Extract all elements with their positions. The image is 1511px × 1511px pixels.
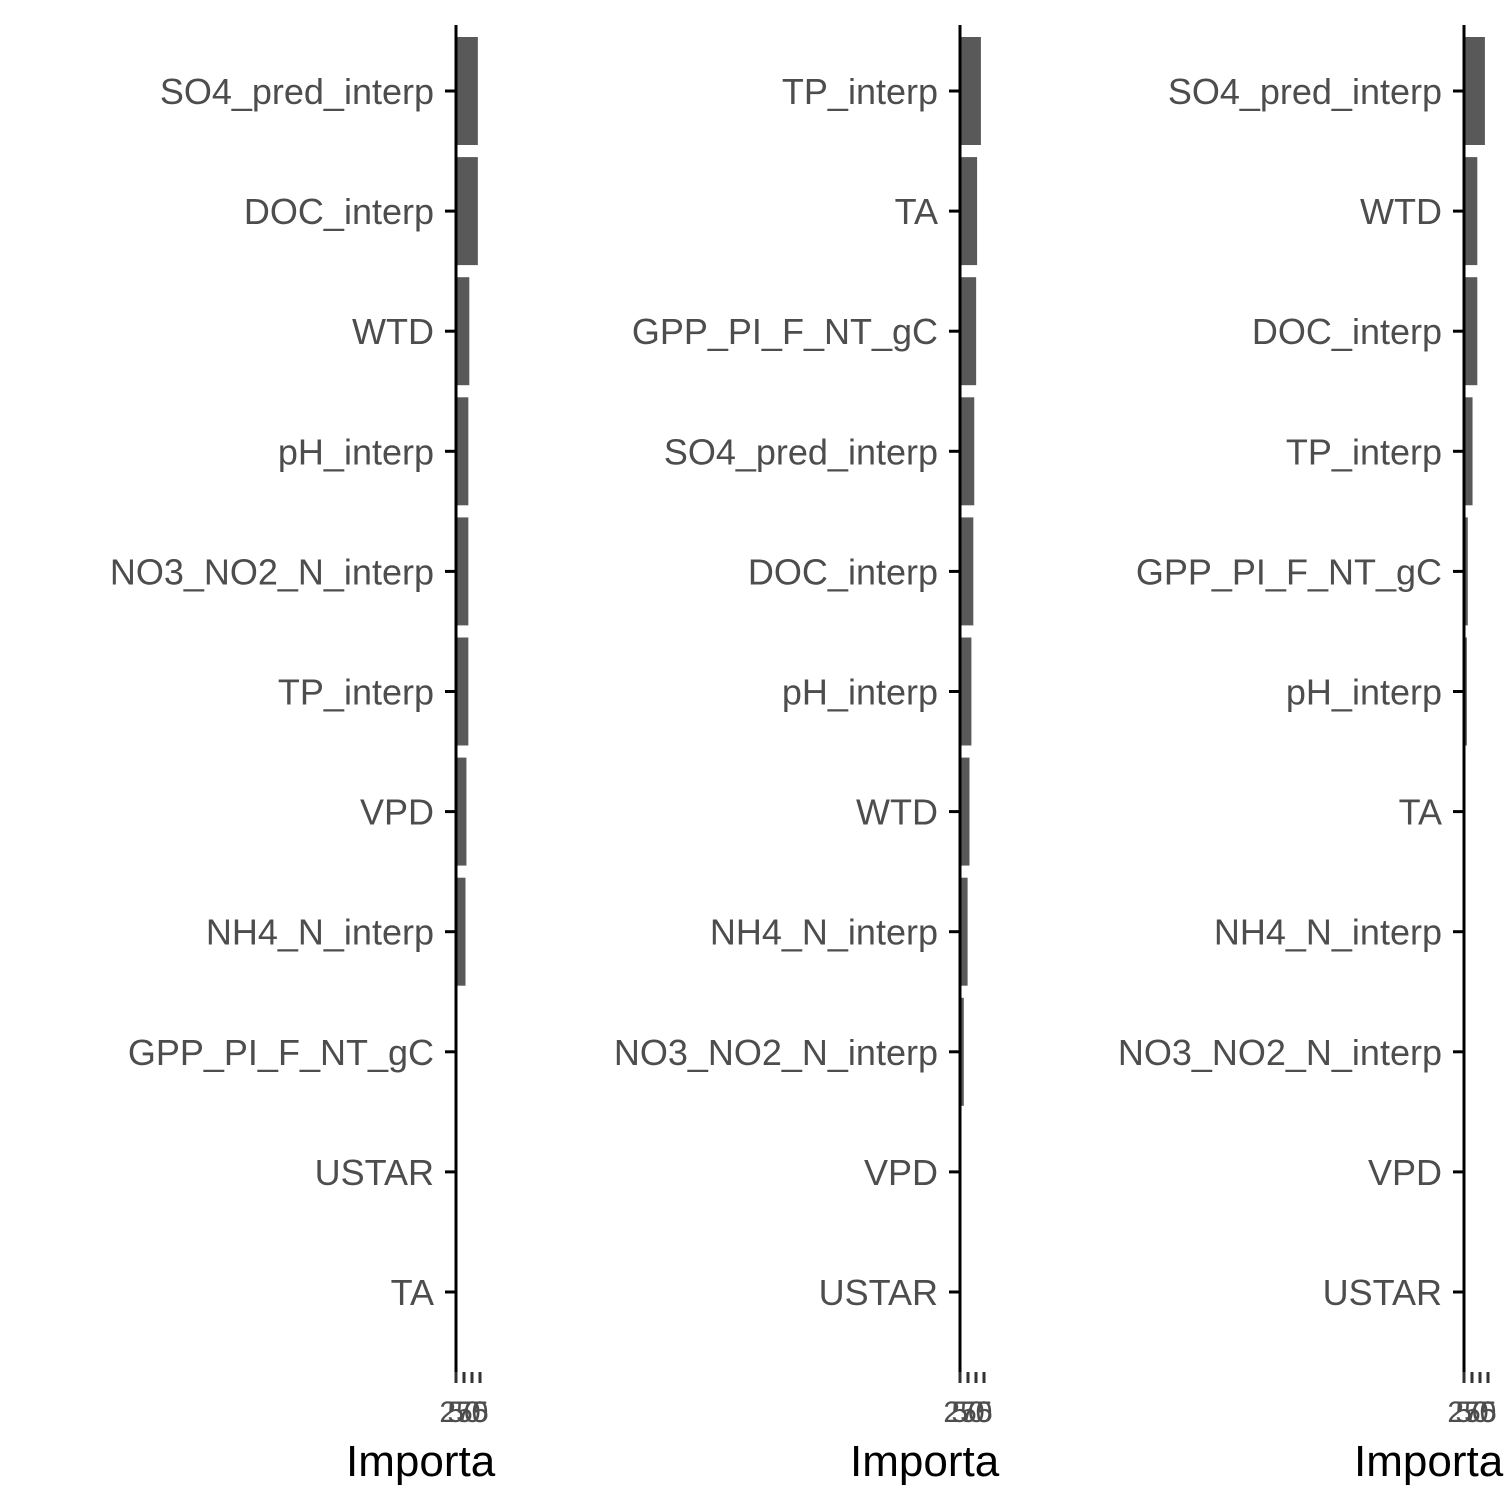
chart-panel-3: SO4_pred_interp WTD DOC_interp TP_interp GPP… — [1118, 25, 1504, 1486]
category-label: USTAR — [819, 1272, 938, 1313]
category-label: SO4_pred_interp — [160, 71, 434, 112]
x-tick-label: 75 — [959, 1396, 992, 1429]
category-label: pH_interp — [1286, 672, 1442, 713]
category-label: WTD — [1360, 191, 1442, 232]
category-label: DOC_interp — [244, 191, 434, 232]
category-label: NO3_NO2_N_interp — [614, 1032, 938, 1073]
category-label: GPP_PI_F_NT_gC — [128, 1032, 434, 1073]
bar-DOC_interp — [960, 517, 974, 626]
x-tick-label: 0 — [1480, 1396, 1497, 1429]
x-tick-label: 50 — [447, 1396, 480, 1429]
category-label: NH4_N_interp — [206, 912, 434, 953]
category-label: WTD — [352, 311, 434, 352]
bar-NO3_NO2_N_interp — [960, 997, 964, 1106]
category-label: VPD — [1368, 1152, 1442, 1193]
bar-pH_interp — [456, 397, 469, 506]
category-label: NO3_NO2_N_interp — [1118, 1032, 1442, 1073]
bar-SO4_pred_interp — [1464, 37, 1485, 145]
category-label: NO3_NO2_N_interp — [110, 551, 434, 592]
x-tick-label: 0 — [976, 1396, 993, 1429]
category-label: TA — [391, 1272, 434, 1313]
x-tick-label: 25 — [943, 1396, 976, 1429]
bar-SO4_pred_interp — [456, 37, 478, 145]
category-label: TA — [895, 191, 938, 232]
bar-GPP_PI_F_NT_gC — [960, 277, 977, 386]
bar-TP_interp — [456, 637, 469, 746]
chart-panel-1: SO4_pred_interp DOC_interp WTD pH_interp NO3… — [110, 25, 496, 1486]
category-label: DOC_interp — [1252, 311, 1442, 352]
bar-WTD — [456, 277, 470, 386]
x-tick-label: 50 — [951, 1396, 984, 1429]
category-label: pH_interp — [782, 672, 938, 713]
bar-WTD — [960, 757, 970, 866]
x-axis-title: Importa — [850, 1437, 1000, 1486]
category-label: NH4_N_interp — [1214, 912, 1442, 953]
category-label: GPP_PI_F_NT_gC — [1136, 551, 1442, 592]
category-label: GPP_PI_F_NT_gC — [632, 311, 938, 352]
bar-WTD — [1464, 157, 1478, 266]
x-tick-label: 75 — [1463, 1396, 1496, 1429]
bar-TP_interp — [1464, 397, 1473, 506]
category-label: VPD — [360, 792, 434, 833]
x-axis-title: Importa — [1354, 1437, 1504, 1486]
bar-DOC_interp — [456, 157, 478, 266]
category-label: VPD — [864, 1152, 938, 1193]
category-label: TP_interp — [782, 71, 938, 112]
x-tick-label: 75 — [455, 1396, 488, 1429]
bar-VPD — [456, 757, 467, 866]
category-label: DOC_interp — [748, 551, 938, 592]
x-tick-label: 50 — [1455, 1396, 1488, 1429]
category-label: NH4_N_interp — [710, 912, 938, 953]
category-label: WTD — [856, 792, 938, 833]
bar-TP_interp — [960, 37, 981, 145]
bar-GPP_PI_F_NT_gC — [1464, 517, 1468, 626]
bar-SO4_pred_interp — [960, 397, 975, 506]
category-label: USTAR — [1323, 1272, 1442, 1313]
category-label: TP_interp — [278, 672, 434, 713]
bar-TA — [960, 157, 978, 266]
category-label: SO4_pred_interp — [664, 431, 938, 472]
x-tick-label: 0 — [472, 1396, 489, 1429]
x-tick-label: 25 — [439, 1396, 472, 1429]
category-label: TA — [1399, 792, 1442, 833]
bar-pH_interp — [960, 637, 972, 746]
category-label: pH_interp — [278, 431, 434, 472]
bar-NH4_N_interp — [456, 877, 466, 986]
x-axis-title: Importa — [346, 1437, 496, 1486]
category-label: TP_interp — [1286, 431, 1442, 472]
x-tick-label: 25 — [1447, 1396, 1480, 1429]
chart-panel-2: TP_interp TA GPP_PI_F_NT_gC SO4_pred_interp… — [614, 25, 1000, 1486]
category-label: SO4_pred_interp — [1168, 71, 1442, 112]
bar-NO3_NO2_N_interp — [456, 517, 469, 626]
category-label: USTAR — [315, 1152, 434, 1193]
bar-DOC_interp — [1464, 277, 1478, 386]
bar-NH4_N_interp — [960, 877, 968, 986]
